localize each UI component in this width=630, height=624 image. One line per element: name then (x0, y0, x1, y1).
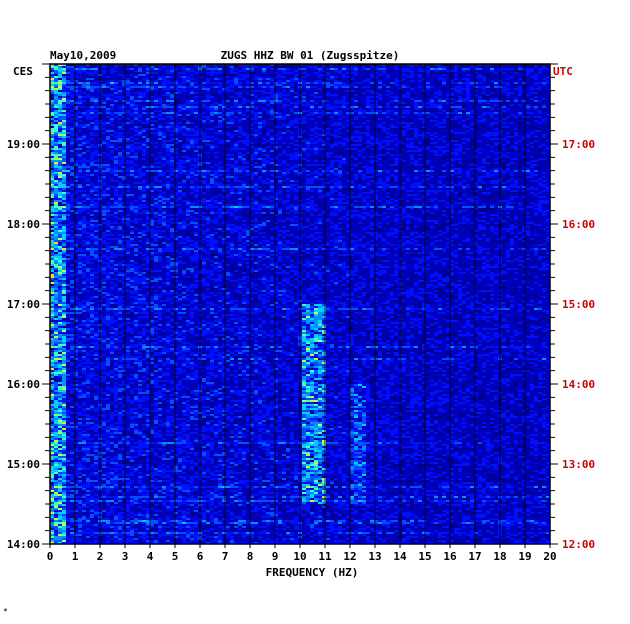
right-tick-label-13:00: 13:00 (562, 458, 595, 471)
x-tick-label-1: 1 (72, 550, 79, 563)
left-tick-label-14:00: 14:00 (7, 538, 40, 551)
x-tick-label-19: 19 (518, 550, 531, 563)
x-tick-label-14: 14 (393, 550, 407, 563)
x-tick-label-4: 4 (147, 550, 154, 563)
right-tick-label-16:00: 16:00 (562, 218, 595, 231)
x-tick-label-11: 11 (318, 550, 332, 563)
x-tick-label-15: 15 (418, 550, 431, 563)
x-tick-label-17: 17 (468, 550, 481, 563)
chart-title: ZUGS HHZ BW 01 (Zugsspitze) (221, 49, 400, 62)
right-time-ticks: 17:00 16:00 15:00 14:00 13:00 12:00 (550, 63, 595, 551)
right-tick-label-17:00: 17:00 (562, 138, 595, 151)
x-tick-label-2: 2 (97, 550, 104, 563)
x-axis-ticks: 0 1 2 3 4 5 6 7 8 9 10 11 12 13 14 15 16 17 18 19 20 (47, 544, 557, 563)
right-tick-label-12:00: 12:00 (562, 538, 595, 551)
x-tick-label-18: 18 (493, 550, 506, 563)
left-tick-label-17:00: 17:00 (7, 298, 40, 311)
x-tick-label-7: 7 (222, 550, 229, 563)
left-tick-label-16:00: 16:00 (7, 378, 40, 391)
x-tick-label-10: 10 (293, 550, 306, 563)
x-tick-label-8: 8 (247, 550, 254, 563)
right-tick-label-14:00: 14:00 (562, 378, 595, 391)
footnote-mark: * (3, 607, 8, 616)
left-tick-label-15:00: 15:00 (7, 458, 40, 471)
left-axis-label: CES (13, 65, 33, 78)
chart-date: May10,2009 (50, 49, 116, 62)
x-tick-label-3: 3 (122, 550, 129, 563)
x-tick-label-12: 12 (343, 550, 356, 563)
right-axis-label: UTC (553, 65, 573, 78)
x-tick-label-16: 16 (443, 550, 457, 563)
x-tick-label-13: 13 (368, 550, 381, 563)
left-tick-label-19:00: 19:00 (7, 138, 40, 151)
frequency-grid (49, 63, 551, 545)
x-tick-label-20: 20 (543, 550, 556, 563)
left-tick-label-18:00: 18:00 (7, 218, 40, 231)
x-tick-label-5: 5 (172, 550, 179, 563)
right-tick-label-15:00: 15:00 (562, 298, 595, 311)
x-tick-label-9: 9 (272, 550, 279, 563)
x-tick-label-0: 0 (47, 550, 54, 563)
x-axis-label: FREQUENCY (HZ) (266, 566, 359, 579)
left-time-ticks: 19:00 18:00 17:00 16:00 15:00 14:00 (7, 63, 50, 551)
x-tick-label-6: 6 (197, 550, 204, 563)
